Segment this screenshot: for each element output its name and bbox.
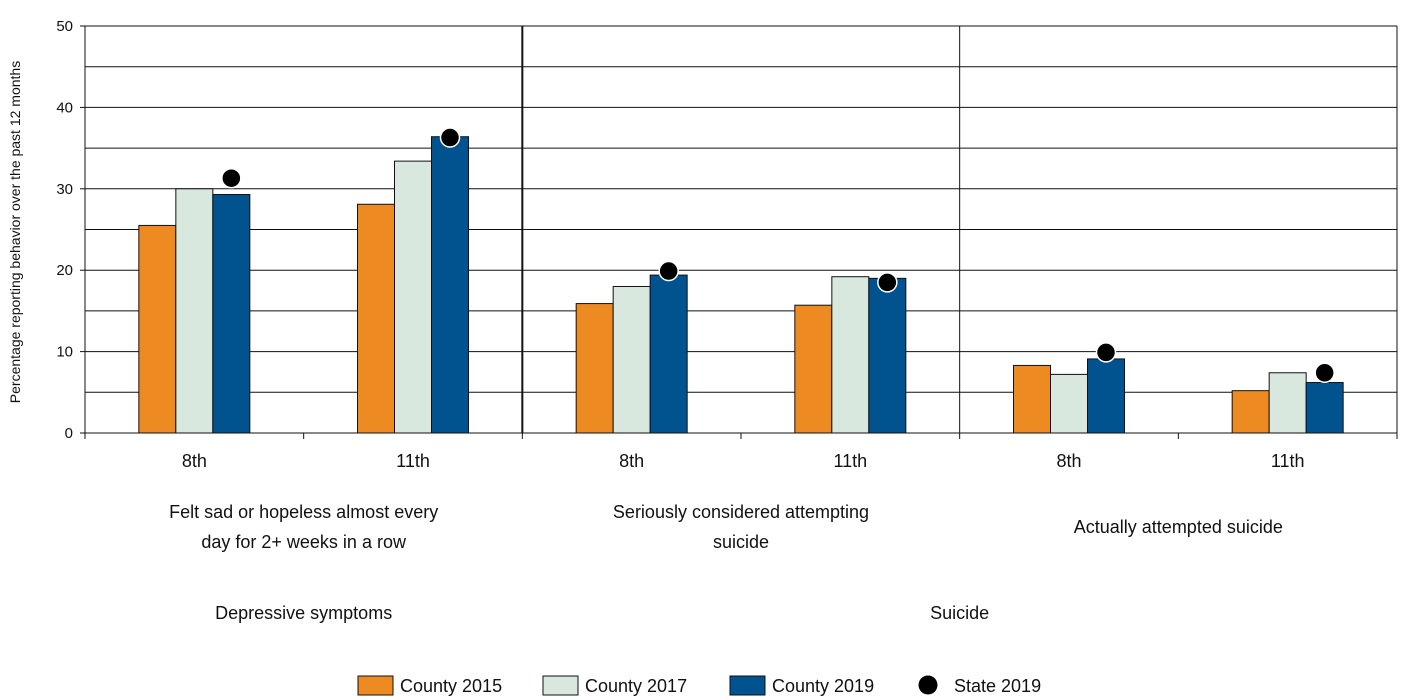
legend-label: County 2019: [772, 676, 874, 696]
bars: [138, 136, 1344, 434]
group-labels: Felt sad or hopeless almost every day for…: [169, 502, 1283, 552]
bar: [1231, 390, 1270, 434]
bar: [138, 224, 177, 434]
legend-swatch: [542, 675, 579, 696]
group-label: day for 2+ weeks in a row: [201, 532, 407, 552]
bar: [649, 274, 688, 434]
bar: [175, 188, 214, 434]
y-tick-label: 40: [56, 99, 73, 116]
state-point: [658, 260, 679, 282]
legend-label: State 2019: [954, 676, 1041, 696]
bar: [1268, 372, 1307, 434]
state-point: [439, 127, 461, 148]
bar: [1050, 373, 1088, 434]
bar: [1013, 364, 1051, 434]
y-tick-label: 10: [56, 344, 73, 361]
state-point: [1095, 342, 1117, 363]
bar: [794, 304, 833, 434]
legend-swatch: [729, 675, 766, 696]
bar: [357, 203, 395, 434]
section-label: Suicide: [930, 603, 989, 623]
bar: [612, 285, 651, 434]
bar: [212, 193, 251, 434]
section-labels: Depressive symptoms Suicide: [215, 603, 989, 623]
y-tick-label: 50: [56, 18, 73, 35]
axes: [84, 26, 1398, 439]
y-tick-label: 30: [56, 181, 73, 198]
bar: [394, 160, 432, 434]
category-labels: 8th 11th 8th 11th 8th 11th: [182, 451, 1305, 471]
bar: [1305, 382, 1344, 434]
state-point: [1314, 362, 1335, 384]
y-tick-label: 0: [65, 425, 73, 442]
group-label: Seriously considered attempting: [613, 502, 869, 522]
legend-label: County 2017: [585, 676, 687, 696]
gridlines: [85, 25, 1398, 433]
legend: County 2015 County 2017 County 2019 State 2…: [357, 675, 1041, 696]
y-tick-labels: 0 10 20 30 40 50: [56, 18, 85, 442]
bar: [575, 303, 614, 434]
category-label: 11th: [833, 451, 867, 471]
state-point: [877, 272, 898, 293]
group-label: Felt sad or hopeless almost every: [169, 502, 438, 522]
category-label: 8th: [619, 451, 644, 471]
category-label: 11th: [396, 451, 430, 471]
bar: [1087, 358, 1125, 434]
bar: [831, 276, 870, 434]
y-tick-label: 20: [56, 262, 73, 279]
category-label: 8th: [1056, 451, 1081, 471]
category-label: 8th: [182, 451, 207, 471]
y-axis-label: Percentage reporting behavior over the p…: [7, 61, 23, 403]
bar: [868, 277, 907, 434]
legend-marker: [918, 675, 938, 695]
section-label: Depressive symptoms: [215, 603, 392, 623]
group-label: suicide: [713, 532, 769, 552]
legend-label: County 2015: [400, 676, 502, 696]
bar: [431, 136, 469, 434]
state-points: [221, 127, 1335, 384]
legend-swatch: [357, 675, 394, 696]
group-label: Actually attempted suicide: [1074, 517, 1283, 537]
category-label: 11th: [1271, 451, 1305, 471]
state-point: [221, 167, 242, 189]
